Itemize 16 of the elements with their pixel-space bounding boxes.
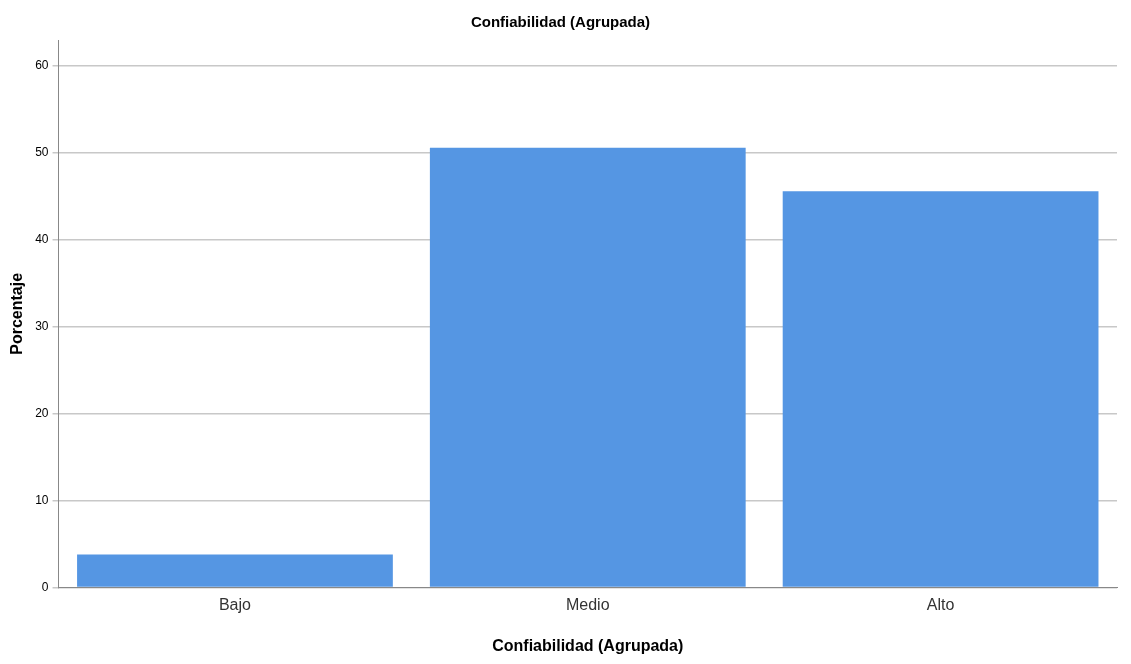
x-tick-label: Alto [926, 595, 955, 613]
y-axis-title: Porcentaje [8, 272, 26, 355]
x-axis-title: Confiabilidad (Agrupada) [492, 636, 684, 654]
bar [77, 554, 393, 587]
bar [782, 191, 1099, 587]
y-tick-label: 0 [41, 579, 49, 594]
chart-title: Confiabilidad (Agrupada) [470, 13, 651, 31]
y-tick-label: 10 [35, 492, 49, 507]
y-tick-label: 60 [35, 58, 49, 73]
y-tick-label: 40 [35, 232, 49, 247]
bar [429, 147, 746, 587]
y-tick-label: 50 [35, 145, 49, 160]
x-tick-label: Medio [565, 595, 610, 613]
y-tick-label: 30 [35, 319, 49, 334]
y-tick-label: 20 [35, 406, 49, 421]
x-tick-label: Bajo [218, 595, 252, 613]
